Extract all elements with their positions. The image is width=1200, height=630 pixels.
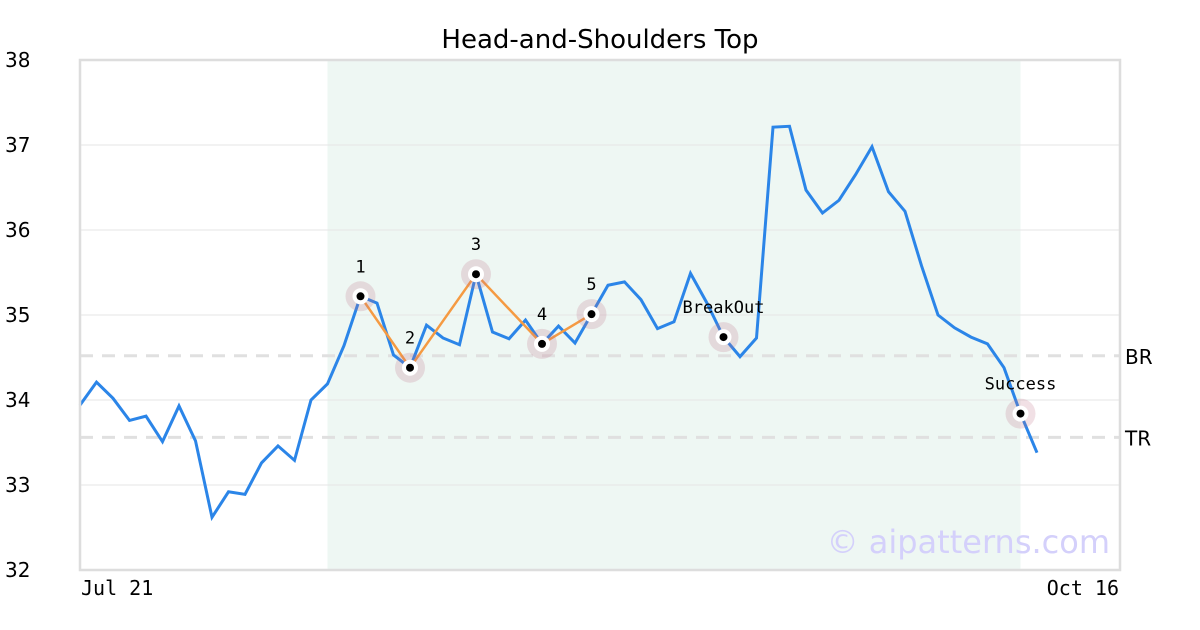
- pattern-point-point: [406, 363, 414, 372]
- pattern-point-point: [538, 339, 546, 348]
- chart-title: Head-and-Shoulders Top: [441, 25, 758, 55]
- pattern-point-label: 1: [355, 257, 365, 277]
- level-label: BR: [1125, 345, 1153, 369]
- pattern-point-label: 3: [471, 235, 481, 255]
- y-tick-label: 32: [5, 558, 30, 582]
- event-point-label: BreakOut: [683, 298, 765, 318]
- plot-frame: [78, 58, 1122, 572]
- y-tick-label: 33: [5, 473, 30, 497]
- event-point-point: [719, 333, 728, 342]
- y-tick-label: 36: [5, 218, 30, 242]
- pattern-point-point: [472, 270, 480, 279]
- watermark: © aipatterns.com: [827, 523, 1110, 561]
- pattern-point-label: 4: [537, 305, 547, 325]
- pattern-point-label: 5: [586, 275, 596, 295]
- pattern-point-point: [356, 292, 365, 301]
- event-point-label: Success: [985, 375, 1057, 395]
- x-tick-label: Oct 16: [1047, 576, 1119, 600]
- y-tick-label: 34: [5, 388, 30, 412]
- y-tick-label: 35: [5, 303, 30, 327]
- event-point-point: [1016, 409, 1025, 418]
- level-label: TR: [1124, 426, 1151, 450]
- x-tick-label: Jul 21: [81, 576, 153, 600]
- price-line: [78, 124, 1039, 522]
- pattern-point-label: 2: [405, 329, 415, 349]
- pattern-point-point: [587, 310, 596, 319]
- y-tick-label: 37: [5, 133, 30, 157]
- y-tick-label: 38: [5, 48, 30, 72]
